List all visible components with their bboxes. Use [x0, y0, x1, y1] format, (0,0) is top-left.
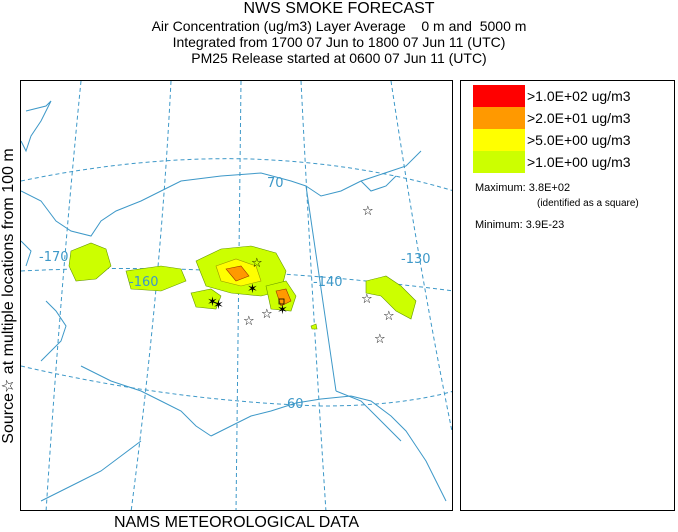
- source-stars: ✶ ✶ ✶ ☆ ✶ ☆ ☆ ☆ ☆ ☆ ☆: [207, 204, 395, 347]
- legend-label: >5.0E+00 ug/m3: [527, 132, 631, 148]
- west-island: [21, 240, 32, 267]
- legend-swatch: [473, 129, 525, 151]
- source-star: ✶: [213, 298, 224, 313]
- canada-coast: [305, 150, 422, 197]
- map-panel: ✶ ✶ ✶ ☆ ✶ ☆ ☆ ☆ ☆ ☆ ☆ -170 -160 -140 -13…: [20, 80, 453, 511]
- source-star: ✶: [277, 303, 288, 318]
- plume-sw: [190, 288, 222, 310]
- lat-60-line: [21, 365, 452, 407]
- maximum-note: (identified as a square): [537, 198, 639, 209]
- source-star: ☆: [361, 292, 373, 307]
- lon-130-line: [390, 81, 452, 434]
- source-star: ☆: [243, 314, 255, 329]
- source-star: ☆: [362, 204, 374, 219]
- legend-swatch: [473, 151, 525, 173]
- source-side-label: Source☆ at multiple locations from 100 m: [0, 148, 18, 443]
- gulf-coast: [210, 395, 352, 437]
- grid-labels: -170 -160 -140 -130 70 60: [39, 176, 431, 412]
- source-star: ✶: [207, 295, 218, 310]
- smoke-map: ✶ ✶ ✶ ☆ ✶ ☆ ☆ ☆ ☆ ☆ ☆ -170 -160 -140 -13…: [21, 81, 452, 510]
- plume-small: [310, 323, 318, 330]
- title-block: NWS SMOKE FORECAST Air Concentration (ug…: [0, 0, 678, 66]
- plume-east: [365, 275, 417, 320]
- star-icon: ☆: [0, 378, 17, 393]
- legend-item: >2.0E+01 ug/m3: [473, 107, 631, 129]
- source-star: ☆: [383, 309, 395, 324]
- lon-160-label: -160: [129, 275, 159, 290]
- border-south: [335, 390, 402, 442]
- plume-west: [68, 242, 112, 282]
- plume-160: [125, 265, 187, 292]
- panhandle-coast: [350, 395, 447, 502]
- border-line: [305, 185, 337, 392]
- legend-swatch: [473, 85, 525, 107]
- legend-panel: >1.0E+02 ug/m3 >2.0E+01 ug/m3 >5.0E+00 u…: [460, 80, 675, 511]
- aleutian-chain: [40, 440, 142, 502]
- main-title: NWS SMOKE FORECAST: [243, 0, 435, 17]
- coastlines: [21, 100, 447, 502]
- lat-60-label: 60: [287, 397, 304, 412]
- west-coast: [40, 300, 67, 362]
- legend-label: >1.0E+00 ug/m3: [527, 154, 631, 170]
- legend-swatch: [473, 107, 525, 129]
- lon-150-line: [235, 81, 242, 510]
- source-star: ☆: [261, 307, 273, 322]
- bristol-coast: [80, 365, 212, 437]
- lat-70-label: 70: [267, 176, 284, 191]
- north-coast: [21, 172, 307, 237]
- chukotka-coast: [21, 100, 52, 153]
- lon-170-line: [45, 81, 82, 510]
- lon-160-line: [130, 81, 172, 510]
- lon-170-label: -170: [39, 250, 69, 265]
- lat-70-line: [21, 158, 452, 191]
- smoke-plumes: [68, 242, 417, 330]
- maximum-square: [278, 298, 285, 305]
- source-description: at multiple locations from 100 m: [0, 148, 17, 379]
- legend-label: >2.0E+01 ug/m3: [527, 110, 631, 126]
- lon-130-label: -130: [401, 252, 431, 267]
- lon-140-label: -140: [313, 275, 343, 290]
- source-star: ✶: [247, 282, 258, 297]
- legend-item: >1.0E+02 ug/m3: [473, 85, 631, 107]
- source-star: ☆: [251, 256, 263, 271]
- source-star: ☆: [374, 332, 386, 347]
- source-label: Source: [0, 392, 17, 444]
- subtitle-concentration: Air Concentration (ug/m3) Layer Average …: [151, 18, 527, 34]
- subtitle-release: PM25 Release started at 0600 07 Jun 11 (…: [191, 50, 487, 66]
- plume-central-orange: [225, 265, 250, 282]
- minimum-value: Minimum: 3.9E-23: [475, 219, 565, 231]
- subtitle-integration: Integrated from 1700 07 Jun to 1800 07 J…: [172, 34, 506, 50]
- legend-item: >5.0E+00 ug/m3: [473, 129, 631, 151]
- legend-label: >1.0E+02 ug/m3: [527, 88, 631, 104]
- arctic-island: [360, 175, 397, 192]
- maximum-value: Maximum: 3.8E+02: [475, 182, 571, 194]
- meteorological-data-label: NAMS METEOROLOGICAL DATA: [113, 514, 360, 531]
- legend-item: >1.0E+00 ug/m3: [473, 151, 631, 173]
